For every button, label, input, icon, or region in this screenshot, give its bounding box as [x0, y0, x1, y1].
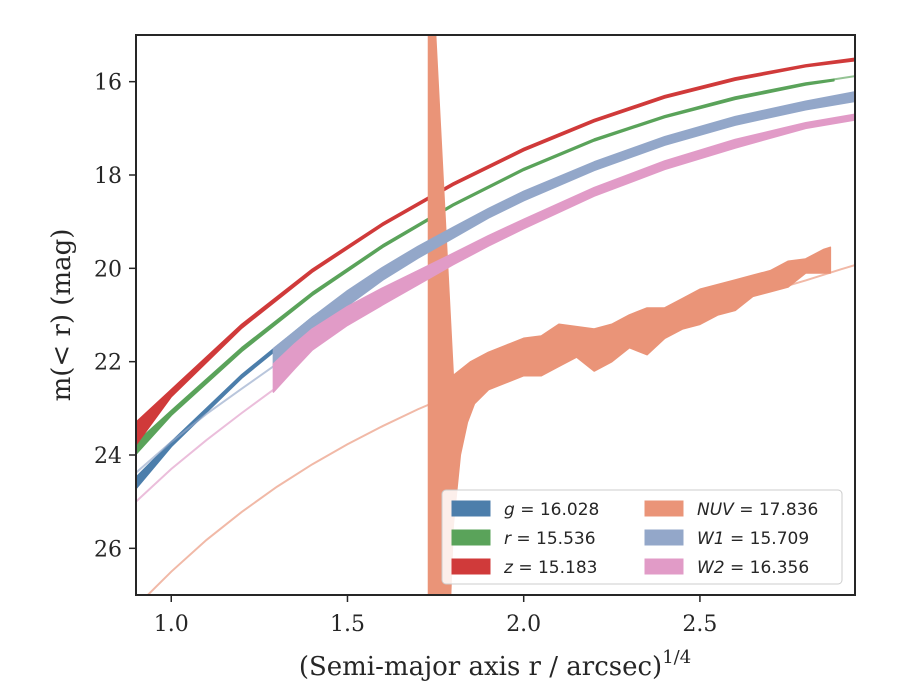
y-axis-label: m(< r) (mag): [47, 229, 77, 402]
z-legend-label: z = 15.183: [503, 558, 597, 578]
x-tick-label: 1.5: [330, 612, 365, 637]
y-tick-label: 24: [94, 444, 122, 469]
y-tick-label: 26: [94, 537, 122, 562]
x-tick-label: 2.5: [682, 612, 717, 637]
r-model-line: [833, 75, 855, 81]
series-layer: [136, 35, 855, 595]
y-tick-label: 22: [94, 351, 122, 376]
nuv-band: [427, 35, 832, 595]
nuv-legend-swatch: [644, 500, 684, 517]
x-axis-label: (Semi-major axis r / arcsec)1/4: [299, 647, 691, 682]
x-tick-label: 2.0: [506, 612, 541, 637]
x-axis-label-text: (Semi-major axis r / arcsec): [299, 652, 662, 682]
w1-legend-swatch: [644, 529, 684, 546]
w1-legend-label: W1 = 15.709: [697, 529, 809, 549]
x-axis-ticks: 1.0 1.5 2.0 2.5: [154, 595, 717, 637]
w1-band: [272, 91, 855, 368]
w2-legend-swatch: [644, 558, 684, 575]
r-legend-label: r = 15.536: [504, 529, 596, 549]
g-legend-label: g = 16.028: [504, 500, 599, 520]
r-legend-swatch: [451, 529, 491, 546]
x-tick-label: 1.0: [154, 612, 189, 637]
legend: g = 16.028 r = 15.536 z = 15.183 NUV = 17.8…: [441, 489, 843, 585]
w2-model-line: [136, 388, 275, 503]
z-band: [136, 57, 855, 446]
g-legend-swatch: [451, 500, 491, 517]
r-band: [136, 78, 835, 455]
w2-band: [272, 113, 855, 393]
w2-legend-label: W2 = 16.356: [697, 558, 809, 578]
x-axis-label-exponent: 1/4: [662, 647, 691, 668]
y-tick-label: 16: [94, 71, 122, 96]
legend-frame: [441, 489, 843, 585]
w1-model-line: [136, 365, 275, 474]
y-axis-ticks: 16 18 20 22 24 26: [94, 71, 136, 562]
y-tick-label: 18: [94, 164, 122, 189]
y-tick-label: 20: [94, 257, 122, 282]
plot-frame: [135, 34, 856, 596]
z-legend-swatch: [451, 558, 491, 575]
nuv-legend-label: NUV = 17.836: [697, 500, 818, 520]
